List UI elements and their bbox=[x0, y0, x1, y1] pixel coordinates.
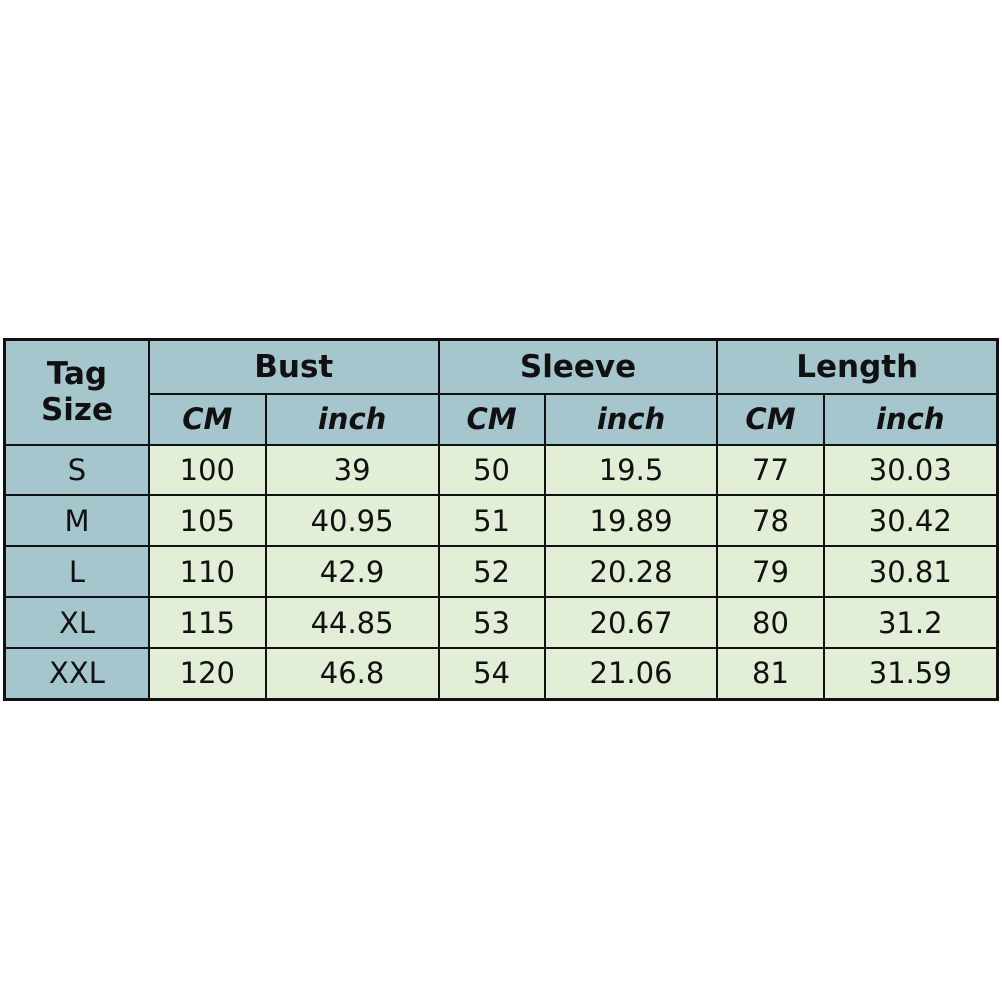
value-cell: 110 bbox=[148, 545, 267, 599]
value-cell: 46.8 bbox=[264, 646, 440, 701]
table-row: S 100 39 50 19.5 77 30.03 bbox=[3, 443, 999, 497]
value-cell: 105 bbox=[148, 494, 267, 548]
value-cell: 81 bbox=[716, 646, 825, 701]
value-cell: 80 bbox=[716, 596, 825, 649]
value-cell: 77 bbox=[716, 443, 825, 497]
value-cell: 31.59 bbox=[822, 646, 999, 701]
size-cell: XL bbox=[3, 596, 150, 649]
value-cell: 42.9 bbox=[264, 545, 440, 599]
tag-label: Tag bbox=[46, 356, 108, 393]
unit-header: CM bbox=[148, 392, 267, 446]
unit-header: CM bbox=[716, 392, 825, 446]
table-row: M 105 40.95 51 19.89 78 30.42 bbox=[3, 494, 999, 548]
unit-header: CM bbox=[437, 392, 546, 446]
value-cell: 19.5 bbox=[543, 443, 719, 497]
value-cell: 120 bbox=[148, 646, 267, 701]
table-row: XL 115 44.85 53 20.67 80 31.2 bbox=[3, 596, 999, 649]
unit-header: inch bbox=[543, 392, 719, 446]
value-cell: 21.06 bbox=[543, 646, 719, 701]
table-row: XXL 120 46.8 54 21.06 81 31.59 bbox=[3, 646, 999, 701]
bust-header: Bust bbox=[148, 338, 440, 395]
value-cell: 54 bbox=[437, 646, 546, 701]
size-cell: M bbox=[3, 494, 150, 548]
value-cell: 51 bbox=[437, 494, 546, 548]
value-cell: 78 bbox=[716, 494, 825, 548]
value-cell: 39 bbox=[264, 443, 440, 497]
sleeve-header: Sleeve bbox=[437, 338, 719, 395]
value-cell: 100 bbox=[148, 443, 267, 497]
length-header: Length bbox=[716, 338, 999, 395]
value-cell: 50 bbox=[437, 443, 546, 497]
value-cell: 30.81 bbox=[822, 545, 999, 599]
size-cell: XXL bbox=[3, 646, 150, 701]
value-cell: 40.95 bbox=[264, 494, 440, 548]
unit-header: inch bbox=[822, 392, 999, 446]
size-chart-table: Tag Size Bust Sleeve Length CM inch CM inch… bbox=[3, 338, 999, 701]
value-cell: 44.85 bbox=[264, 596, 440, 649]
size-cell: L bbox=[3, 545, 150, 599]
value-cell: 115 bbox=[148, 596, 267, 649]
value-cell: 20.28 bbox=[543, 545, 719, 599]
unit-header: inch bbox=[264, 392, 440, 446]
value-cell: 79 bbox=[716, 545, 825, 599]
value-cell: 52 bbox=[437, 545, 546, 599]
tag-size-header: Tag Size bbox=[3, 338, 150, 446]
table-row: L 110 42.9 52 20.28 79 30.81 bbox=[3, 545, 999, 599]
value-cell: 20.67 bbox=[543, 596, 719, 649]
value-cell: 30.03 bbox=[822, 443, 999, 497]
size-cell: S bbox=[3, 443, 150, 497]
value-cell: 30.42 bbox=[822, 494, 999, 548]
value-cell: 19.89 bbox=[543, 494, 719, 548]
value-cell: 31.2 bbox=[822, 596, 999, 649]
value-cell: 53 bbox=[437, 596, 546, 649]
size-label: Size bbox=[40, 392, 114, 429]
